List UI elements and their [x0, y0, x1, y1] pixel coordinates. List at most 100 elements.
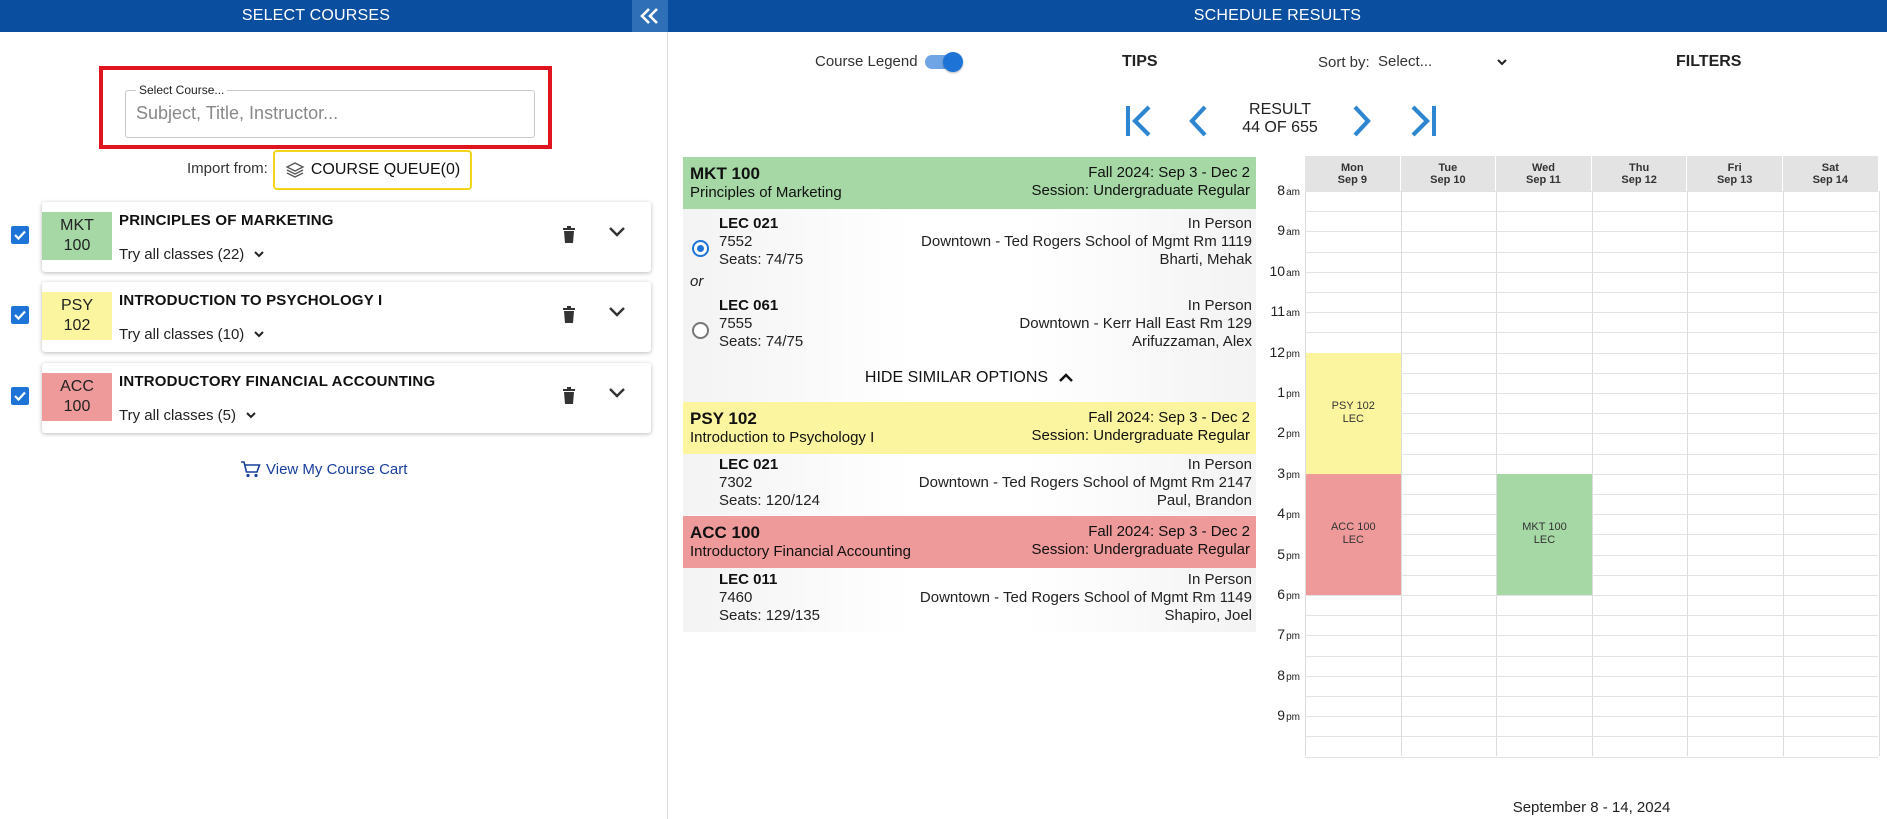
sort-by-select[interactable]: Select...: [1378, 53, 1508, 70]
course-checkbox[interactable]: [11, 387, 29, 405]
expand-chevron-icon[interactable]: [608, 387, 626, 399]
course-legend-toggle[interactable]: [925, 52, 965, 72]
day-name: Fri: [1727, 162, 1742, 174]
course-card: MKT 100 PRINCIPLES OF MARKETING Try all cla…: [42, 202, 651, 272]
calendar-row-line: [1305, 413, 1878, 415]
try-all-classes-dropdown[interactable]: Try all classes (10): [119, 326, 265, 343]
result-course-term: Fall 2024: Sep 3 - Dec 2: [1088, 164, 1250, 181]
section-instructor: Bharti, Mehak: [1159, 251, 1252, 268]
tips-button[interactable]: TIPS: [1122, 53, 1158, 70]
course-checkbox[interactable]: [11, 226, 29, 244]
section-mode: In Person: [1187, 456, 1252, 473]
calendar-row-line: [1305, 453, 1878, 455]
section-radio[interactable]: [692, 322, 709, 339]
calendar-row-line: [1305, 393, 1878, 394]
view-course-cart-link[interactable]: View My Course Cart: [240, 460, 407, 478]
calendar-hour-label: 5pm: [1260, 546, 1300, 562]
course-checkbox[interactable]: [11, 306, 29, 324]
hour-period: am: [1286, 308, 1300, 320]
section-number: 7460: [719, 589, 753, 606]
calendar-day-header: Wed Sep 11: [1496, 156, 1591, 191]
result-course-session: Session: Undergraduate Regular: [1031, 541, 1250, 558]
section-radio-selected[interactable]: [692, 240, 709, 257]
section-instructor: Arifuzzaman, Alex: [1131, 333, 1252, 350]
chevron-left-icon: [1189, 105, 1207, 137]
calendar-row-line: [1305, 271, 1878, 273]
result-sections: LEC 021 7552 Seats: 74/75 In Person Down…: [683, 209, 1256, 402]
hour-number: 3: [1277, 464, 1286, 481]
section-location: Downtown - Ted Rogers School of Mgmt Rm …: [918, 474, 1252, 491]
trash-icon[interactable]: [562, 226, 576, 244]
chevron-right-icon: [1353, 105, 1371, 137]
calendar-column-line: [1878, 191, 1880, 756]
section-option[interactable]: LEC 021 7552 Seats: 74/75 In Person Down…: [683, 215, 1256, 275]
expand-chevron-icon[interactable]: [608, 306, 626, 318]
calendar-event[interactable]: PSY 102 LEC: [1306, 352, 1401, 474]
expand-chevron-icon[interactable]: [608, 226, 626, 238]
try-all-classes-label: Try all classes (10): [119, 326, 245, 343]
day-name: Thu: [1629, 162, 1650, 174]
hour-number: 5: [1277, 545, 1286, 562]
calendar-week-label: September 8 - 14, 2024: [1512, 799, 1671, 816]
calendar-column-line: [1783, 191, 1784, 756]
select-courses-title: SELECT COURSES: [241, 7, 391, 24]
course-card: PSY 102 INTRODUCTION TO PSYCHOLOGY I Try al…: [42, 282, 651, 352]
calendar-row-line: [1305, 251, 1878, 253]
hour-period: am: [1286, 187, 1300, 198]
calendar-day-header: Mon Sep 9: [1305, 156, 1400, 191]
filters-button[interactable]: FILTERS: [1676, 53, 1742, 70]
result-course-session: Session: Undergraduate Regular: [1031, 182, 1250, 199]
search-label: Select Course...: [136, 83, 228, 97]
calendar-hour-label: 12pm: [1260, 344, 1300, 360]
section-type: LEC 061: [719, 297, 779, 314]
day-date: Sep 11: [1526, 174, 1561, 186]
schedule-results-title: SCHEDULE RESULTS: [1193, 7, 1362, 24]
section-number: 7555: [719, 315, 753, 332]
first-result-button[interactable]: [1120, 100, 1158, 142]
course-search-box[interactable]: Select Course...: [125, 83, 535, 138]
calendar-row-line: [1305, 756, 1878, 758]
chevron-up-icon: [1059, 373, 1073, 382]
calendar-row-line: [1305, 433, 1878, 435]
weekly-calendar: Mon Sep 9 Tue Sep 10 Wed Sep 11 Thu Sep 12 Fri Se…: [1270, 156, 1880, 819]
day-date: Sep 13: [1716, 174, 1753, 186]
course-queue-label: COURSE QUEUE(0): [310, 161, 461, 178]
course-card: ACC 100 INTRODUCTORY FINANCIAL ACCOUNTING T…: [42, 363, 651, 433]
last-result-button[interactable]: [1404, 100, 1442, 142]
result-course-name: Principles of Marketing: [690, 184, 842, 201]
calendar-day-header: Fri Sep 13: [1687, 156, 1782, 191]
section-location: Downtown - Ted Rogers School of Mgmt Rm …: [921, 233, 1252, 250]
calendar-row-line: [1305, 595, 1878, 596]
course-queue-button[interactable]: COURSE QUEUE(0): [273, 150, 472, 190]
section-seats: Seats: 74/75: [719, 333, 804, 350]
section-option: LEC 011 7460 Seats: 129/135 In Person Do…: [683, 571, 1256, 631]
calendar-hour-label: 7pm: [1260, 626, 1300, 642]
trash-icon[interactable]: [562, 387, 576, 405]
collapse-panel-button[interactable]: [632, 0, 668, 32]
result-course-header: ACC 100 Introductory Financial Accountin…: [683, 516, 1256, 568]
calendar-hour-label: 6pm: [1260, 586, 1300, 602]
previous-result-button[interactable]: [1179, 100, 1217, 142]
result-course-header: MKT 100 Principles of Marketing Fall 202…: [683, 157, 1256, 209]
calendar-column-line: [1687, 191, 1689, 756]
layers-icon: [285, 162, 305, 178]
hour-number: 1: [1277, 384, 1286, 400]
trash-icon[interactable]: [562, 306, 576, 324]
calendar-row-line: [1305, 231, 1878, 233]
calendar-row-line: [1305, 292, 1878, 293]
hour-number: 2: [1277, 424, 1286, 441]
calendar-event[interactable]: MKT 100 LEC: [1497, 473, 1592, 595]
try-all-classes-dropdown[interactable]: Try all classes (5): [119, 407, 256, 424]
calendar-event[interactable]: ACC 100 LEC: [1306, 473, 1401, 595]
view-course-cart-label: View My Course Cart: [266, 460, 408, 478]
hide-similar-options-button[interactable]: HIDE SIMILAR OPTIONS: [683, 369, 1256, 387]
sort-by-label: Sort by:: [1318, 54, 1370, 71]
event-type: LEC: [1342, 413, 1364, 426]
next-result-button[interactable]: [1343, 100, 1381, 142]
result-course-code: PSY 102: [690, 409, 757, 428]
result-course-code: MKT 100: [690, 164, 760, 183]
section-option[interactable]: LEC 061 7555 Seats: 74/75 In Person Down…: [683, 297, 1256, 357]
course-search-input[interactable]: [136, 103, 516, 124]
try-all-classes-dropdown[interactable]: Try all classes (22): [119, 246, 265, 263]
hour-number: 7: [1277, 626, 1286, 643]
